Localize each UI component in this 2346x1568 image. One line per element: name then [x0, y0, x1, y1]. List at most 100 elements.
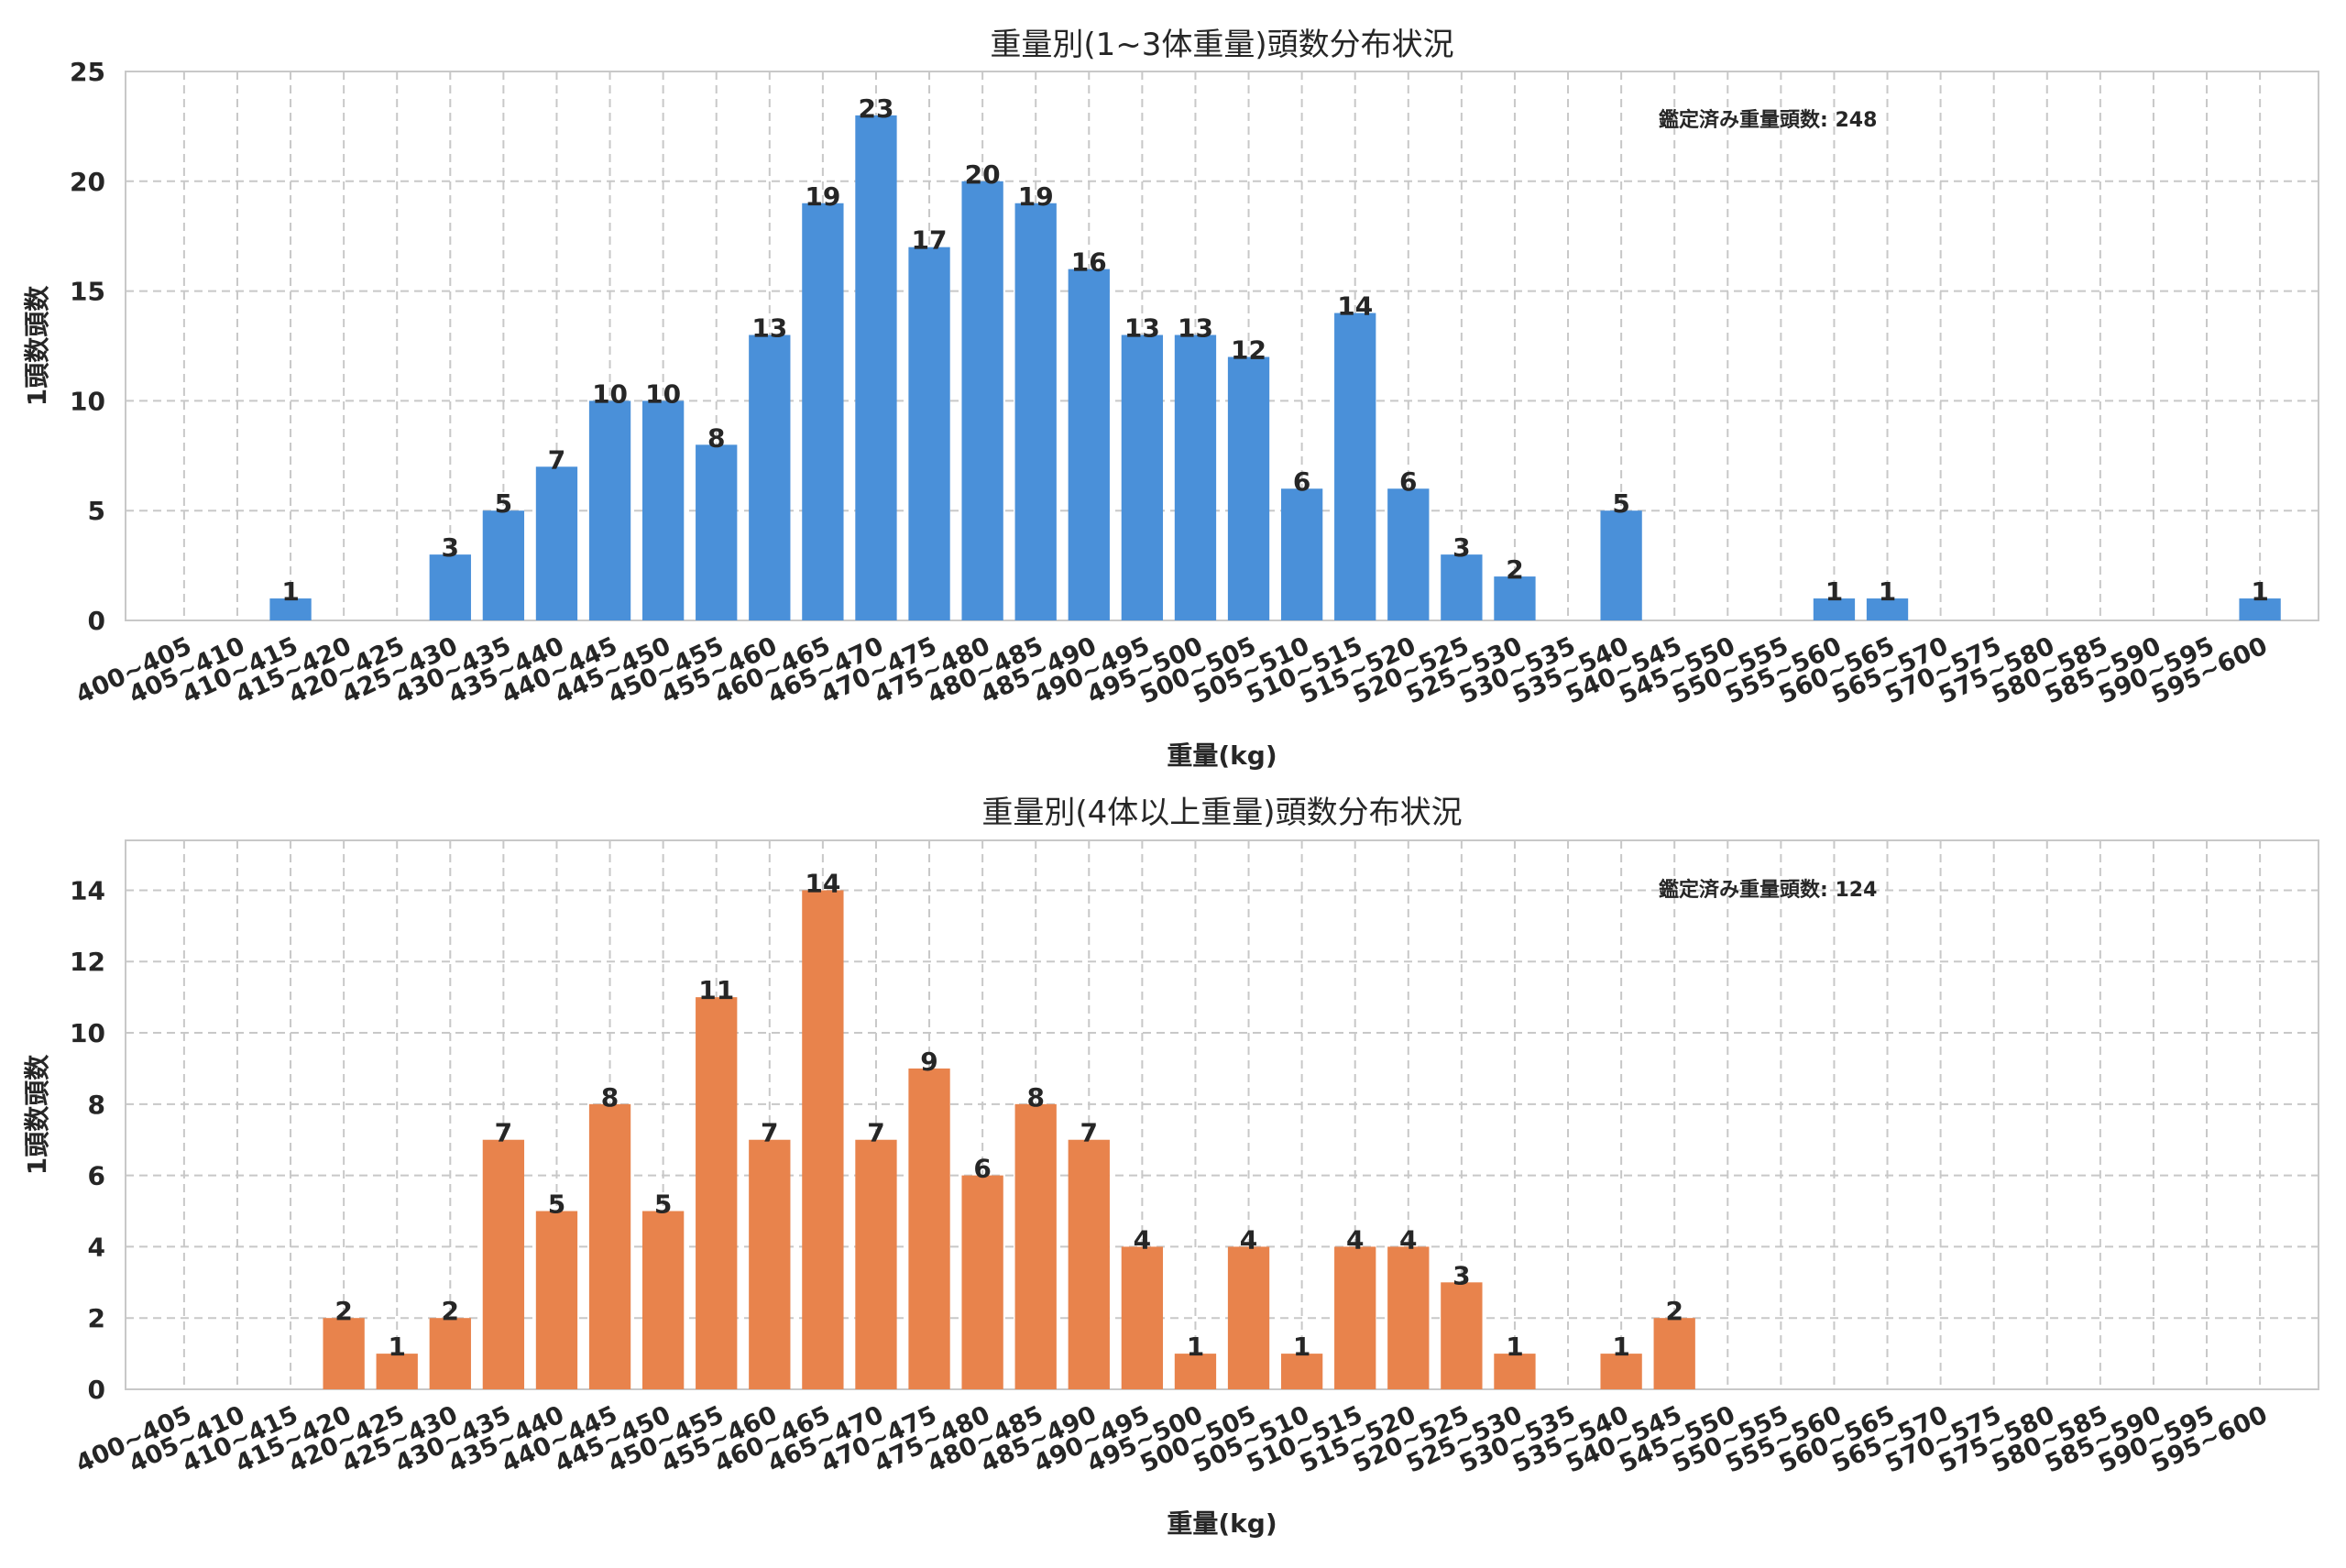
- bar-500~505: [1227, 1246, 1270, 1389]
- bar-value-label: 2: [334, 1296, 352, 1326]
- bar-505~510: [1280, 488, 1323, 620]
- chart-title: 重量別(4体以上重量)頭数分布状況: [981, 795, 1462, 831]
- y-tick-label: 20: [70, 167, 105, 197]
- bar-value-label: 1: [1879, 576, 1896, 607]
- y-tick-label: 25: [70, 57, 105, 87]
- y-tick-label: 6: [88, 1161, 105, 1191]
- bar-value-label: 3: [1453, 1260, 1470, 1290]
- bar-505~510: [1280, 1354, 1323, 1389]
- bar-470~475: [908, 1068, 950, 1389]
- y-tick-label: 10: [70, 1018, 105, 1048]
- bar-value-label: 6: [1293, 466, 1310, 497]
- bar-value-label: 4: [1399, 1224, 1417, 1255]
- bar-425~430: [429, 1318, 471, 1389]
- bar-445~450: [641, 1211, 685, 1389]
- bar-value-label: 13: [1124, 313, 1160, 344]
- bar-490~495: [1121, 1246, 1164, 1389]
- bar-445~450: [641, 400, 685, 620]
- bar-460~465: [802, 203, 844, 620]
- bar-415~420: [323, 1318, 365, 1389]
- bar-535~540: [1600, 510, 1642, 620]
- bar-500~505: [1227, 356, 1270, 620]
- bar-value-label: 1: [1187, 1332, 1204, 1362]
- count-annotation: 鑑定済み重量頭数: 124: [1659, 878, 1877, 902]
- y-tick-label: 0: [88, 1375, 105, 1405]
- bar-value-label: 4: [1134, 1224, 1151, 1255]
- bar-450~455: [696, 997, 738, 1389]
- bar-value-label: 8: [601, 1082, 619, 1113]
- bar-525~530: [1494, 1354, 1536, 1389]
- bar-440~445: [588, 1103, 631, 1389]
- bar-value-label: 5: [548, 1190, 565, 1220]
- y-tick-label: 10: [70, 386, 105, 416]
- bar-475~480: [961, 181, 1003, 621]
- bar-value-label: 14: [1337, 291, 1373, 322]
- bar-value-label: 11: [698, 975, 734, 1005]
- bar-475~480: [961, 1175, 1003, 1389]
- bar-value-label: 4: [1346, 1224, 1364, 1255]
- bar-560~565: [1866, 598, 1909, 620]
- bar-value-label: 4: [1240, 1224, 1257, 1255]
- bar-495~500: [1174, 334, 1217, 620]
- bar-490~495: [1121, 334, 1164, 620]
- bar-value-label: 23: [858, 93, 893, 124]
- bar-value-label: 20: [965, 159, 1001, 190]
- bar-value-label: 1: [1506, 1332, 1523, 1362]
- bar-515~520: [1387, 488, 1430, 620]
- y-axis-label: 1頭数頭数: [22, 285, 52, 406]
- bar-value-label: 7: [867, 1118, 884, 1148]
- bar-520~525: [1441, 554, 1483, 620]
- bar-value-label: 5: [654, 1190, 672, 1220]
- plot-frame: [125, 71, 2319, 621]
- bar-470~475: [908, 247, 950, 620]
- bar-440~445: [588, 400, 631, 620]
- bar-510~515: [1334, 313, 1376, 620]
- bar-value-label: 7: [548, 444, 565, 475]
- bar-value-label: 10: [645, 378, 681, 409]
- bar-425~430: [429, 554, 471, 620]
- bar-value-label: 1: [2251, 576, 2268, 607]
- bar-value-label: 19: [1018, 181, 1054, 212]
- bar-450~455: [696, 444, 738, 620]
- bar-430~435: [482, 1139, 525, 1389]
- bar-value-label: 5: [1612, 488, 1629, 519]
- bar-430~435: [482, 510, 525, 620]
- bar-value-label: 13: [751, 313, 787, 344]
- bar-510~515: [1334, 1246, 1376, 1389]
- bar-value-label: 1: [281, 576, 299, 607]
- bar-value-label: 1: [1612, 1332, 1629, 1362]
- plot-frame: [125, 839, 2319, 1390]
- bar-value-label: 3: [442, 532, 459, 563]
- bar-495~500: [1174, 1354, 1217, 1389]
- bar-value-label: 5: [495, 488, 512, 519]
- y-tick-label: 2: [88, 1303, 105, 1333]
- bar-480~485: [1014, 1103, 1057, 1389]
- y-tick-label: 14: [70, 875, 105, 905]
- bar-value-label: 19: [805, 181, 840, 212]
- bar-value-label: 8: [1026, 1082, 1044, 1113]
- bar-value-label: 1: [388, 1332, 405, 1362]
- bar-485~490: [1068, 269, 1110, 620]
- bar-value-label: 13: [1178, 313, 1213, 344]
- chart-title: 重量別(1~3体重量)頭数分布状況: [990, 27, 1453, 63]
- y-tick-label: 15: [70, 277, 105, 307]
- bar-420~425: [376, 1354, 418, 1389]
- bar-value-label: 6: [973, 1154, 991, 1184]
- bar-540~545: [1653, 1318, 1695, 1389]
- bar-520~525: [1441, 1282, 1483, 1389]
- y-tick-label: 8: [88, 1090, 105, 1120]
- bar-value-label: 2: [442, 1296, 459, 1326]
- bar-455~460: [749, 334, 791, 620]
- y-tick-label: 5: [88, 496, 105, 526]
- bar-435~440: [535, 466, 578, 620]
- bar-460~465: [802, 890, 844, 1389]
- bar-value-label: 3: [1453, 532, 1470, 563]
- bar-435~440: [535, 1211, 578, 1389]
- bar-455~460: [749, 1139, 791, 1389]
- bar-value-label: 7: [1080, 1118, 1098, 1148]
- bar-value-label: 10: [592, 378, 628, 409]
- bar-465~470: [855, 115, 897, 621]
- bar-value-label: 2: [1506, 554, 1523, 585]
